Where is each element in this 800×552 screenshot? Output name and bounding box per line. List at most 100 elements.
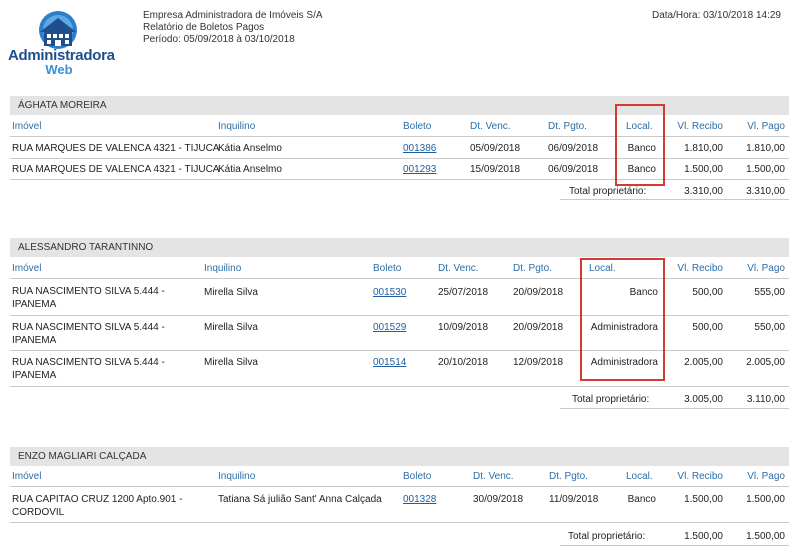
- cell-imovel: RUA MARQUES DE VALENCA 4321 - TIJUCA: [12, 143, 220, 154]
- logo-brand: Administradora: [8, 47, 115, 64]
- cell-imovel-2: IPANEMA: [12, 335, 57, 346]
- cell-vl-recibo: 1.500,00: [684, 164, 723, 175]
- cell-vl-recibo: 500,00: [692, 287, 723, 298]
- cell-inquilino: Tatiana Sá julião Sant' Anna Calçada: [218, 494, 382, 505]
- divider: [10, 179, 789, 180]
- col-dt-venc: Dt. Venc.: [438, 263, 479, 274]
- report-period: Período: 05/09/2018 à 03/10/2018: [143, 34, 295, 45]
- owner-band: ALESSANDRO TARANTINNO: [10, 238, 789, 257]
- divider: [10, 522, 789, 523]
- cell-vl-recibo: 1.500,00: [684, 494, 723, 505]
- cell-vl-pago: 2.005,00: [746, 357, 785, 368]
- col-dt-pgto: Dt. Pgto.: [549, 471, 588, 482]
- total-divider: [560, 408, 789, 409]
- col-imovel: Imóvel: [12, 471, 42, 482]
- cell-inquilino: Mirella Silva: [204, 287, 258, 298]
- cell-inquilino: Kátia Anselmo: [218, 164, 282, 175]
- total-vl-pago: 1.500,00: [746, 531, 785, 542]
- total-vl-recibo: 1.500,00: [684, 531, 723, 542]
- cell-vl-pago: 550,00: [754, 322, 785, 333]
- col-vl-pago: Vl. Pago: [747, 471, 785, 482]
- cell-imovel: RUA NASCIMENTO SILVA 5.444 -: [12, 286, 165, 297]
- owner-name: ALESSANDRO TARANTINNO: [18, 242, 154, 253]
- col-vl-recibo: Vl. Recibo: [677, 471, 723, 482]
- owner-name: ÁGHATA MOREIRA: [18, 100, 107, 111]
- cell-imovel: RUA NASCIMENTO SILVA 5.444 -: [12, 322, 165, 333]
- cell-dt-pgto: 20/09/2018: [513, 322, 564, 333]
- report-title: Relatório de Boletos Pagos: [143, 22, 265, 33]
- divider: [10, 158, 789, 159]
- col-local: Local.: [589, 263, 616, 274]
- boleto-link[interactable]: 001530: [373, 287, 407, 298]
- total-label: Total proprietário:: [569, 186, 647, 197]
- cell-vl-recibo: 500,00: [692, 322, 723, 333]
- cell-local: Administradora: [590, 357, 658, 368]
- cell-local: Banco: [627, 164, 656, 175]
- cell-dt-pgto: 06/09/2018: [548, 164, 599, 175]
- report-datetime: Data/Hora: 03/10/2018 14:29: [652, 10, 781, 21]
- boleto-link[interactable]: 001293: [403, 164, 437, 175]
- col-inquilino: Inquilino: [218, 471, 256, 482]
- total-divider: [560, 199, 789, 200]
- boleto-link[interactable]: 001514: [373, 357, 407, 368]
- divider: [10, 278, 789, 279]
- col-vl-pago: Vl. Pago: [747, 121, 785, 132]
- cell-local: Administradora: [590, 322, 658, 333]
- col-vl-pago: Vl. Pago: [747, 263, 785, 274]
- divider: [10, 386, 789, 387]
- col-imovel: Imóvel: [12, 121, 42, 132]
- cell-vl-pago: 555,00: [754, 287, 785, 298]
- company-name: Empresa Administradora de Imóveis S/A: [143, 10, 323, 21]
- cell-dt-venc: 15/09/2018: [470, 164, 521, 175]
- col-vl-recibo: Vl. Recibo: [677, 121, 723, 132]
- total-label: Total proprietário:: [568, 531, 646, 542]
- cell-vl-pago: 1.500,00: [746, 494, 785, 505]
- col-dt-venc: Dt. Venc.: [470, 121, 511, 132]
- highlight-box: [615, 104, 665, 186]
- boleto-link[interactable]: 001328: [403, 494, 437, 505]
- divider: [10, 136, 789, 137]
- cell-inquilino: Mirella Silva: [204, 357, 258, 368]
- cell-dt-venc: 20/10/2018: [438, 357, 489, 368]
- cell-dt-venc: 05/09/2018: [470, 143, 521, 154]
- cell-dt-venc: 10/09/2018: [438, 322, 489, 333]
- col-dt-pgto: Dt. Pgto.: [513, 263, 552, 274]
- cell-imovel: RUA NASCIMENTO SILVA 5.444 -: [12, 357, 165, 368]
- owner-band: ÁGHATA MOREIRA: [10, 96, 789, 115]
- cell-local: Banco: [627, 494, 656, 505]
- cell-inquilino: Mirella Silva: [204, 322, 258, 333]
- cell-inquilino: Kátia Anselmo: [218, 143, 282, 154]
- cell-vl-recibo: 1.810,00: [684, 143, 723, 154]
- col-dt-pgto: Dt. Pgto.: [548, 121, 587, 132]
- logo-sub: Web: [45, 62, 73, 77]
- col-boleto: Boleto: [403, 121, 432, 132]
- total-vl-pago: 3.310,00: [746, 186, 785, 197]
- company-logo: Administradora Web: [8, 10, 115, 78]
- highlight-box: [580, 258, 665, 381]
- cell-imovel: RUA MARQUES DE VALENCA 4321 - TIJUCA: [12, 164, 220, 175]
- col-inquilino: Inquilino: [218, 121, 256, 132]
- col-inquilino: Inquilino: [204, 263, 242, 274]
- col-dt-venc: Dt. Venc.: [473, 471, 514, 482]
- total-label: Total proprietário:: [572, 394, 650, 405]
- col-imovel: Imóvel: [12, 263, 42, 274]
- cell-local: Banco: [627, 143, 656, 154]
- cell-dt-venc: 25/07/2018: [438, 287, 489, 298]
- cell-vl-pago: 1.810,00: [746, 143, 785, 154]
- col-local: Local.: [626, 471, 653, 482]
- boleto-link[interactable]: 001386: [403, 143, 437, 154]
- cell-imovel-2: IPANEMA: [12, 370, 57, 381]
- cell-dt-pgto: 06/09/2018: [548, 143, 599, 154]
- cell-imovel-2: IPANEMA: [12, 299, 57, 310]
- cell-dt-pgto: 20/09/2018: [513, 287, 564, 298]
- boleto-link[interactable]: 001529: [373, 322, 407, 333]
- total-vl-recibo: 3.310,00: [684, 186, 723, 197]
- divider: [10, 486, 789, 487]
- cell-dt-pgto: 12/09/2018: [513, 357, 564, 368]
- col-vl-recibo: Vl. Recibo: [677, 263, 723, 274]
- house-icon: [39, 11, 77, 49]
- cell-vl-recibo: 2.005,00: [684, 357, 723, 368]
- cell-dt-venc: 30/09/2018: [473, 494, 524, 505]
- total-vl-recibo: 3.005,00: [684, 394, 723, 405]
- divider: [10, 315, 789, 316]
